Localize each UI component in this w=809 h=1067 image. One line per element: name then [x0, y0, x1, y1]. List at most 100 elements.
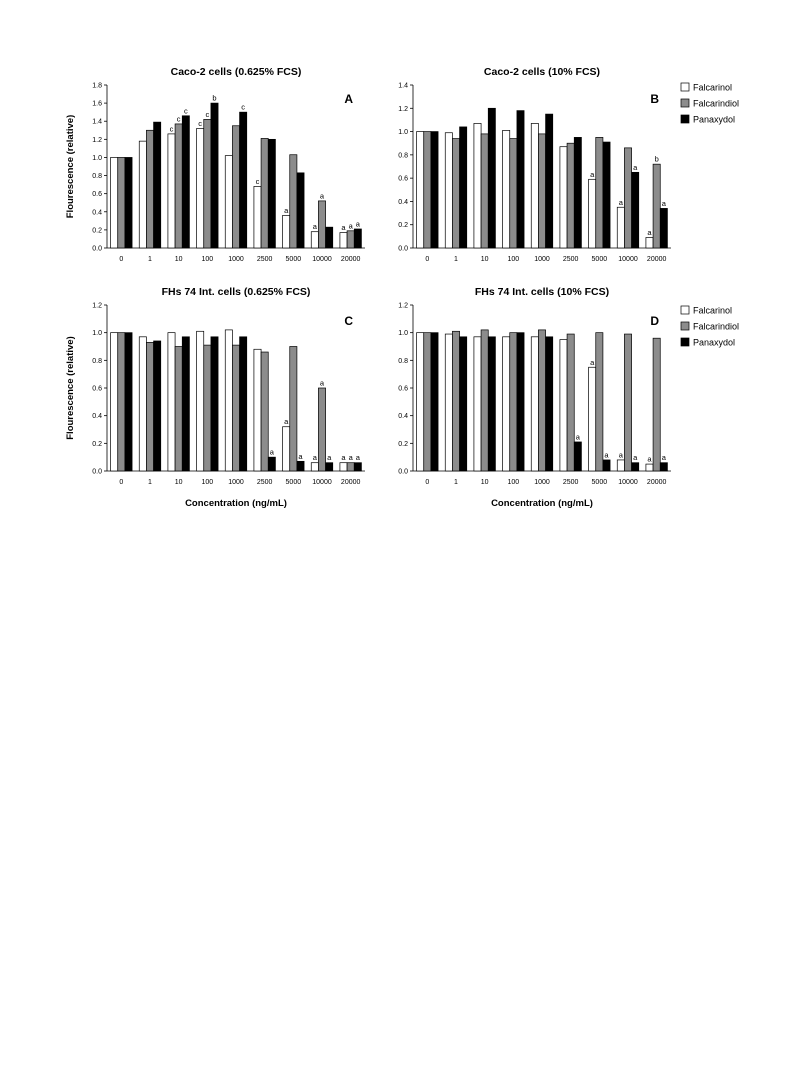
bar-panaxydol	[210, 102, 219, 249]
y-tick-label: 0.8	[92, 173, 102, 180]
x-tick-label: 2500	[257, 256, 273, 263]
bar-falcarindiol	[624, 333, 632, 472]
significance-label: a	[320, 379, 325, 388]
legend-swatch-panaxydol	[680, 114, 690, 124]
bar-panaxydol	[602, 459, 611, 472]
bar-falcarinol	[167, 332, 176, 472]
y-tick-label: 0.8	[92, 358, 102, 365]
significance-label: c	[184, 106, 188, 115]
bar-falcarinol	[196, 330, 205, 472]
y-axis-label: Flourescence (relative)	[65, 115, 76, 219]
bar-panaxydol	[181, 115, 190, 249]
bar-panaxydol	[430, 131, 439, 249]
bar-falcarindiol	[509, 138, 518, 249]
bar-falcarindiol	[452, 138, 460, 249]
panel-letter: B	[650, 92, 659, 106]
bar-panaxydol	[353, 228, 362, 249]
bar-panaxydol	[239, 111, 248, 249]
significance-label: a	[349, 221, 354, 230]
bar-panaxydol	[267, 456, 276, 472]
bar-falcarinol	[416, 332, 425, 472]
x-tick-label: 0	[119, 479, 123, 486]
bar-falcarinol	[310, 462, 319, 472]
bar-falcarindiol	[538, 329, 546, 472]
legend-swatch-falcarinol	[680, 82, 690, 92]
bar-falcarinol	[473, 123, 482, 249]
bar-falcarinol	[473, 336, 482, 472]
bar-falcarindiol	[538, 133, 546, 249]
bar-falcarinol	[138, 336, 147, 472]
bar-falcarindiol	[624, 147, 632, 249]
x-tick-label: 10	[175, 479, 183, 486]
x-tick-label: 1	[148, 256, 152, 263]
bar-falcarinol	[196, 128, 205, 249]
y-tick-label: 1.8	[92, 83, 102, 90]
bar-falcarindiol	[595, 332, 604, 472]
bar-falcarinol	[559, 146, 568, 249]
y-tick-label: 1.0	[398, 330, 408, 337]
significance-label: a	[313, 453, 318, 462]
x-tick-label: 10000	[618, 479, 638, 486]
significance-label: a	[356, 219, 361, 228]
bar-falcarindiol	[203, 344, 212, 472]
bar-falcarinol	[416, 131, 425, 249]
bar-panaxydol	[459, 336, 468, 472]
bar-falcarindiol	[566, 142, 575, 249]
bar-falcarindiol	[146, 342, 154, 472]
x-tick-label: 1000	[534, 479, 550, 486]
y-tick-label: 0.4	[92, 413, 102, 420]
bar-falcarinol	[110, 157, 119, 249]
bar-falcarinol	[530, 123, 539, 249]
significance-label: a	[327, 453, 332, 462]
bar-falcarindiol	[260, 138, 269, 249]
x-axis-label: Concentration (ng/mL)	[185, 498, 287, 509]
bar-panaxydol	[153, 340, 162, 472]
bar-falcarinol	[167, 133, 176, 249]
legend-label: Falcarindiol	[693, 99, 739, 109]
panel-title: Caco-2 cells (0.625% FCS)	[171, 66, 302, 78]
legend-label: Falcarinol	[693, 306, 732, 316]
x-tick-label: 2500	[563, 256, 579, 263]
significance-label: a	[313, 222, 318, 231]
significance-label: c	[198, 119, 202, 128]
bar-falcarinol	[282, 215, 291, 249]
significance-label: a	[633, 163, 638, 172]
panel-a: Caco-2 cells (0.625% FCS) A 0.0 0.2 0.4 0.6 0.…	[65, 66, 365, 263]
legend-label: Falcarinol	[693, 83, 732, 93]
bar-falcarindiol	[318, 200, 326, 249]
significance-label: b	[655, 155, 659, 164]
bar-panaxydol	[573, 441, 582, 472]
bar-falcarindiol	[260, 351, 269, 472]
significance-label: a	[284, 417, 289, 426]
x-tick-label: 1000	[228, 479, 244, 486]
x-tick-label: 10	[175, 256, 183, 263]
x-tick-label: 0	[425, 256, 429, 263]
x-tick-label: 1	[454, 479, 458, 486]
significance-label: a	[320, 191, 325, 200]
bar-falcarinol	[224, 155, 233, 249]
x-tick-label: 20000	[341, 479, 361, 486]
bar-panaxydol	[631, 462, 640, 472]
y-tick-label: 0.0	[92, 469, 102, 476]
y-tick-label: 1.0	[398, 129, 408, 136]
bar-falcarindiol	[289, 154, 298, 249]
x-tick-label: 5000	[286, 479, 302, 486]
y-tick-label: 1.2	[398, 106, 408, 113]
bar-falcarinol	[616, 459, 625, 472]
x-tick-label: 2500	[563, 479, 579, 486]
bar-panaxydol	[516, 110, 525, 249]
y-tick-label: 0.4	[398, 413, 408, 420]
bar-falcarinol	[645, 237, 654, 249]
y-tick-label: 1.2	[92, 303, 102, 310]
y-tick-label: 0.8	[398, 152, 408, 159]
bar-falcarindiol	[117, 157, 126, 249]
bar-falcarinol	[310, 231, 319, 249]
bar-falcarindiol	[346, 230, 355, 249]
bar-panaxydol	[325, 226, 334, 249]
x-tick-label: 20000	[341, 256, 361, 263]
bar-panaxydol	[325, 462, 334, 472]
y-tick-label: 1.2	[92, 137, 102, 144]
significance-label: b	[212, 94, 216, 103]
significance-label: c	[177, 114, 181, 123]
legend-swatch-falcarinol	[680, 305, 690, 315]
